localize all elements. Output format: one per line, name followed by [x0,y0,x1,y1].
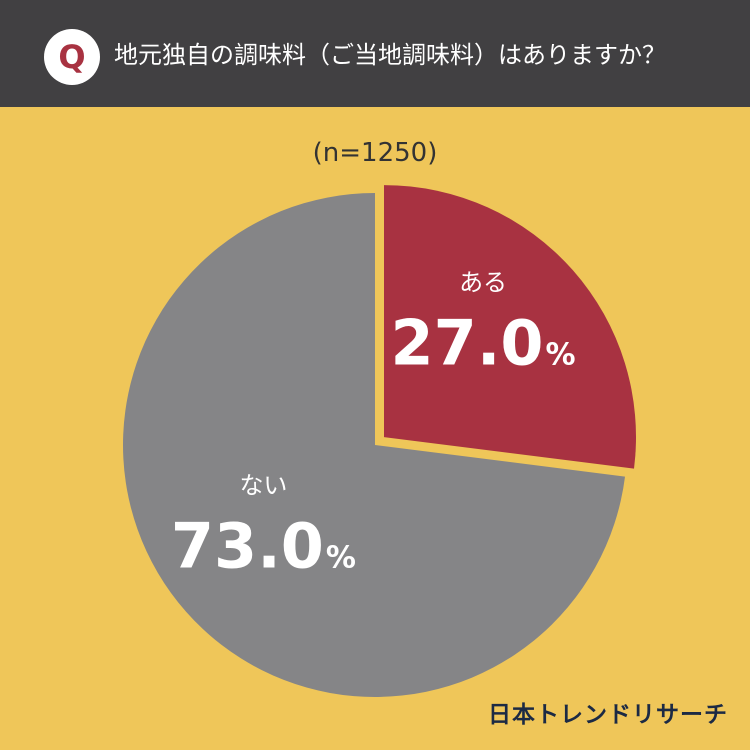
pie-label-0: ある [459,269,507,297]
question-badge: Q [44,29,100,85]
sample-size: (n=1250) [312,138,438,168]
pie-slice-0 [384,185,637,469]
pie-slice-1 [123,193,626,698]
pie-value-0: 27.0% [391,307,576,380]
pie-label-1: ない [239,471,287,499]
brand-logo: 日本トレンドリサーチ [488,702,728,728]
pie-value-1: 73.0% [171,509,356,582]
question-text: 地元独自の調味料（ご当地調味料）はありますか？ [114,41,666,69]
question-header: Q 地元独自の調味料（ご当地調味料）はありますか？ [0,0,750,107]
